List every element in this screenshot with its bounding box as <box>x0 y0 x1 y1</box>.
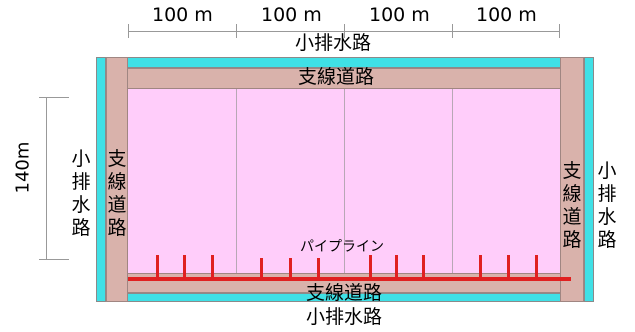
bottom-drain-label: 小排水路 <box>306 306 383 328</box>
field-divider <box>344 89 345 273</box>
top-dimension-tick <box>128 24 129 38</box>
bottom-road-label: 支線道路 <box>306 282 383 304</box>
pipeline-label: パイプライン <box>300 239 384 255</box>
field-divider <box>452 89 453 273</box>
dimension-label-2: 100 m <box>261 4 322 26</box>
left-road-label: 支線道路 <box>107 148 127 239</box>
pipeline-riser <box>535 255 538 279</box>
side-dimension-line <box>46 97 47 259</box>
pipeline-riser <box>317 258 320 279</box>
right-drain-label: 小排水路 <box>597 160 617 251</box>
height-label: 140m <box>12 141 34 194</box>
left-road <box>106 57 128 302</box>
right-road <box>560 57 584 302</box>
pipeline-riser <box>260 258 263 279</box>
pipeline-main <box>128 277 571 281</box>
side-dimension-tick <box>39 259 69 260</box>
field-divider <box>236 89 237 273</box>
pipeline-riser <box>183 255 186 279</box>
pipeline-riser <box>211 255 214 279</box>
pipeline-riser <box>289 258 292 279</box>
left-drain-label: 小排水路 <box>71 148 91 239</box>
pipeline-riser <box>395 255 398 279</box>
pipeline-riser <box>156 255 159 279</box>
side-dimension-tick <box>39 97 69 98</box>
left-drain <box>96 57 106 302</box>
pipeline-riser <box>479 255 482 279</box>
pipeline-riser <box>507 255 510 279</box>
top-dimension-tick <box>344 24 345 38</box>
dimension-label-3: 100 m <box>369 4 430 26</box>
right-drain <box>584 57 594 302</box>
pipeline-riser <box>369 255 372 279</box>
dimension-label-4: 100 m <box>476 4 537 26</box>
top-dimension-tick <box>559 24 560 38</box>
top-drain-label: 小排水路 <box>295 32 372 54</box>
top-dimension-tick <box>236 24 237 38</box>
right-road-label: 支線道路 <box>562 160 582 251</box>
pipeline-riser <box>422 255 425 279</box>
dimension-label-1: 100 m <box>152 4 213 26</box>
top-road-label: 支線道路 <box>298 66 375 88</box>
top-dimension-tick <box>452 24 453 38</box>
